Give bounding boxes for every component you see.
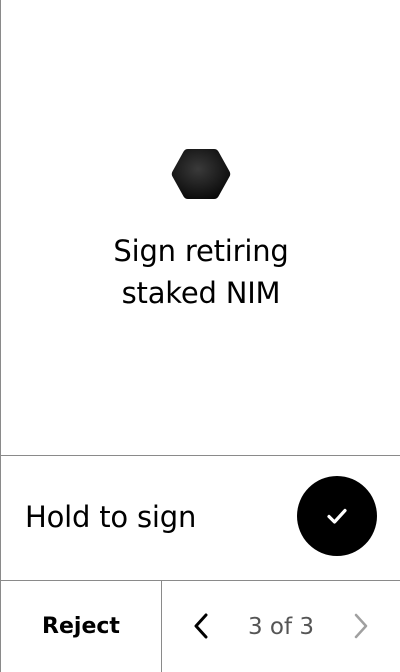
chevron-left-icon: [194, 613, 208, 639]
hexagon-icon: [171, 149, 231, 199]
divider: [1, 455, 400, 456]
reject-button[interactable]: Reject: [42, 614, 120, 639]
hold-to-sign-button[interactable]: [297, 476, 377, 556]
hero-section: Sign retiring staked NIM: [1, 0, 400, 455]
hold-to-sign-row: Hold to sign: [1, 456, 400, 580]
page-indicator: 3 of 3: [247, 613, 315, 640]
bottom-bar: Reject 3 of 3: [1, 581, 400, 672]
vertical-divider: [161, 581, 162, 672]
pager: 3 of 3: [162, 581, 400, 672]
prev-page-button[interactable]: [186, 609, 216, 643]
next-page-button[interactable]: [346, 609, 376, 643]
page-title: Sign retiring staked NIM: [113, 234, 289, 310]
divider: [1, 580, 400, 581]
hold-to-sign-label: Hold to sign: [25, 500, 197, 534]
chevron-right-icon: [354, 613, 368, 639]
checkmark-icon: [327, 508, 347, 524]
